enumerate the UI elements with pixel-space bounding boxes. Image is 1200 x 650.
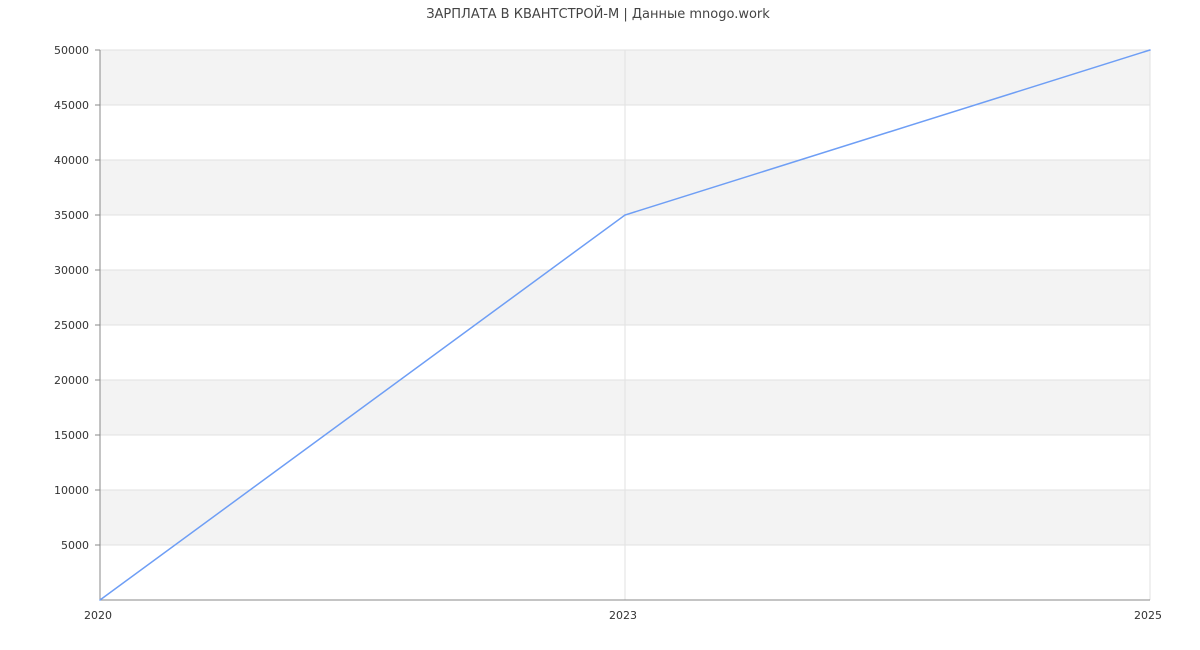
chart-title: ЗАРПЛАТА В КВАНТСТРОЙ-М | Данные mnogo.w…: [426, 6, 770, 22]
x-tick-label: 2023: [609, 609, 637, 622]
x-tick-label: 2025: [1134, 609, 1162, 622]
y-tick-label: 40000: [54, 154, 89, 167]
y-tick-label: 50000: [54, 44, 89, 57]
y-tick-label: 35000: [54, 209, 89, 222]
y-tick-label: 20000: [54, 374, 89, 387]
x-tick-label: 2020: [84, 609, 112, 622]
data-point: [624, 214, 626, 216]
data-point: [99, 599, 101, 601]
y-tick-label: 5000: [61, 539, 89, 552]
y-tick-label: 15000: [54, 429, 89, 442]
data-point: [1149, 49, 1151, 51]
y-tick-label: 45000: [54, 99, 89, 112]
y-tick-label: 25000: [54, 319, 89, 332]
y-tick-label: 30000: [54, 264, 89, 277]
y-tick-label: 10000: [54, 484, 89, 497]
